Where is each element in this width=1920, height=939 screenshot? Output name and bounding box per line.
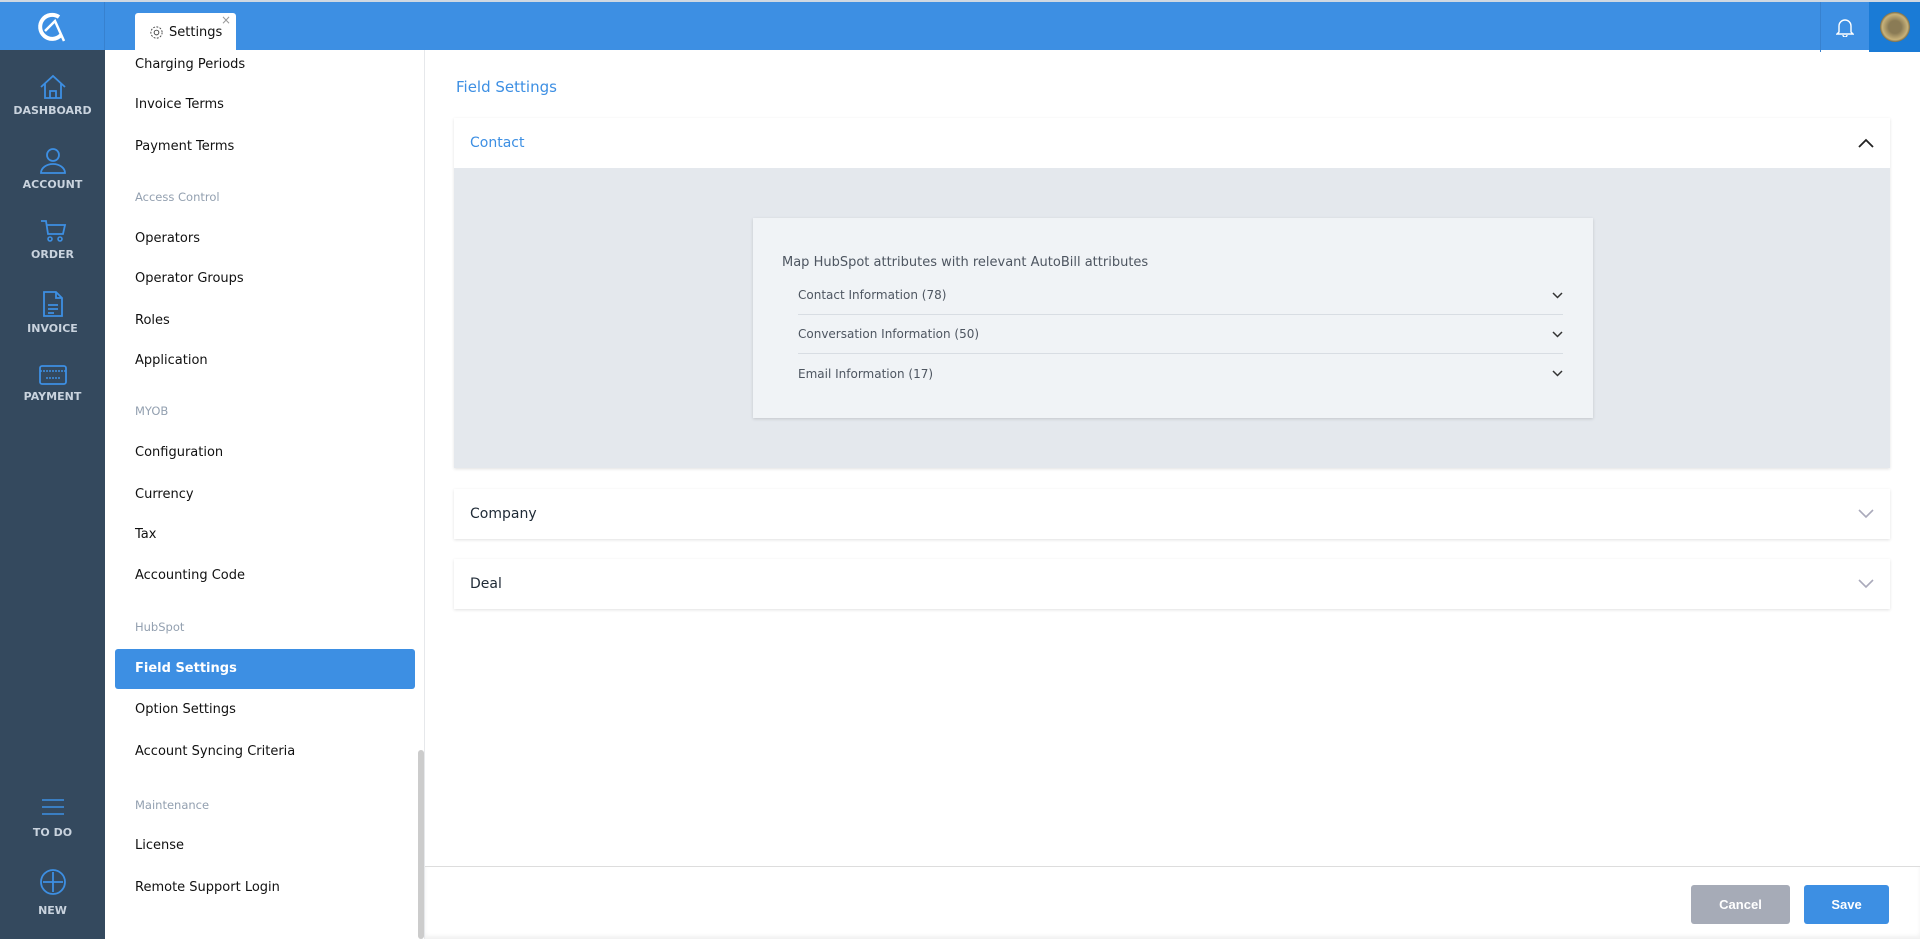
sidebar-scrollbar[interactable] bbox=[418, 750, 424, 939]
sidebar-item-tax[interactable]: Tax bbox=[135, 527, 157, 542]
page-title: Field Settings bbox=[456, 78, 557, 96]
rail-item-account[interactable]: ACCOUNT bbox=[0, 146, 105, 191]
sidebar-item-operators[interactable]: Operators bbox=[135, 231, 200, 246]
rail-label: NEW bbox=[38, 904, 67, 917]
rail-label: DASHBOARD bbox=[13, 104, 92, 117]
rail-label: ORDER bbox=[31, 248, 74, 261]
sidebar-item-configuration[interactable]: Configuration bbox=[135, 445, 224, 460]
settings-sidebar: Charging Periods Invoice Terms Payment T… bbox=[105, 50, 425, 939]
chevron-down-icon bbox=[1552, 370, 1563, 377]
user-menu[interactable] bbox=[1869, 2, 1920, 52]
section-deal[interactable]: Deal bbox=[454, 559, 1890, 609]
group-label: Conversation Information (50) bbox=[798, 327, 980, 341]
attribute-group-row[interactable]: Contact Information (78) bbox=[798, 276, 1563, 315]
group-label: Email Information (17) bbox=[798, 366, 934, 381]
main-content: Field Settings Contact Map HubSpot attri… bbox=[425, 50, 1920, 939]
section-contact: Contact Map HubSpot attributes with rele… bbox=[454, 118, 1890, 468]
sidebar-group-access-control: Access Control bbox=[135, 190, 220, 204]
sidebar-item-payment-terms[interactable]: Payment Terms bbox=[135, 139, 235, 154]
rail-label: PAYMENT bbox=[23, 390, 82, 403]
group-label: Contact Information (78) bbox=[798, 288, 947, 302]
sidebar-group-maintenance: Maintenance bbox=[135, 798, 210, 812]
rail-item-dashboard[interactable]: DASHBOARD bbox=[0, 74, 105, 117]
chevron-down-icon bbox=[1552, 291, 1563, 299]
document-icon bbox=[42, 291, 63, 317]
rail-label: ACCOUNT bbox=[22, 178, 83, 191]
menu-icon bbox=[41, 799, 64, 815]
section-company[interactable]: Company bbox=[454, 489, 1890, 539]
credit-card-icon bbox=[38, 365, 67, 385]
rail-label: TO DO bbox=[32, 826, 73, 839]
rail-item-new[interactable]: NEW bbox=[0, 868, 105, 917]
cart-icon bbox=[40, 220, 66, 242]
sidebar-item-account-syncing-criteria[interactable]: Account Syncing Criteria bbox=[135, 744, 296, 759]
rail-item-todo[interactable]: TO DO bbox=[0, 798, 105, 839]
tab-label: Settings bbox=[169, 25, 223, 40]
user-icon bbox=[39, 148, 66, 174]
chevron-down-icon[interactable] bbox=[1858, 579, 1874, 589]
sidebar-item-remote-support-login[interactable]: Remote Support Login bbox=[135, 880, 280, 895]
sidebar-item-field-settings[interactable]: Field Settings bbox=[115, 649, 415, 689]
icon-rail: DASHBOARD ACCOUNT ORDER INVOICE PAYMENT … bbox=[0, 50, 105, 939]
rail-label: INVOICE bbox=[27, 322, 78, 335]
sidebar-item-application[interactable]: Application bbox=[135, 353, 208, 368]
bell-icon bbox=[1836, 19, 1854, 37]
notifications-button[interactable] bbox=[1820, 2, 1869, 52]
chevron-up-icon[interactable] bbox=[1858, 138, 1874, 148]
section-title: Deal bbox=[470, 576, 502, 592]
sidebar-item-option-settings[interactable]: Option Settings bbox=[135, 702, 236, 717]
sidebar-group-hubspot: HubSpot bbox=[135, 620, 185, 634]
attribute-group-row[interactable]: Email Information (17) bbox=[798, 354, 1563, 393]
sidebar-item-charging-periods[interactable]: Charging Periods bbox=[135, 57, 246, 72]
attribute-group-row[interactable]: Conversation Information (50) bbox=[798, 315, 1563, 354]
chevron-down-icon[interactable] bbox=[1858, 509, 1874, 519]
rail-item-invoice[interactable]: INVOICE bbox=[0, 290, 105, 335]
app-logo[interactable] bbox=[0, 2, 105, 52]
cancel-button[interactable]: Cancel bbox=[1691, 885, 1790, 924]
sidebar-item-roles[interactable]: Roles bbox=[135, 313, 170, 328]
mapping-heading: Map HubSpot attributes with relevant Aut… bbox=[782, 255, 1149, 270]
plus-circle-icon bbox=[39, 869, 66, 895]
sidebar-group-myob: MYOB bbox=[135, 404, 169, 418]
section-contact-body: Map HubSpot attributes with relevant Aut… bbox=[454, 168, 1890, 468]
section-contact-header[interactable]: Contact bbox=[454, 118, 1890, 168]
sidebar-item-license[interactable]: License bbox=[135, 838, 185, 853]
top-bar: Settings × bbox=[0, 0, 1920, 52]
attribute-mapping-panel: Map HubSpot attributes with relevant Aut… bbox=[753, 218, 1593, 418]
form-footer: Cancel Save bbox=[425, 866, 1920, 939]
section-title: Contact bbox=[470, 135, 525, 151]
sidebar-item-invoice-terms[interactable]: Invoice Terms bbox=[135, 97, 224, 112]
sidebar-item-operator-groups[interactable]: Operator Groups bbox=[135, 271, 244, 286]
section-title: Company bbox=[470, 506, 537, 522]
avatar[interactable] bbox=[1879, 12, 1910, 42]
rail-item-payment[interactable]: PAYMENT bbox=[0, 364, 105, 403]
home-icon bbox=[39, 74, 66, 99]
close-tab-icon[interactable]: × bbox=[220, 13, 231, 27]
tab-settings[interactable]: Settings × bbox=[135, 13, 236, 52]
rail-item-order[interactable]: ORDER bbox=[0, 218, 105, 261]
sidebar-item-currency[interactable]: Currency bbox=[135, 487, 194, 502]
chevron-down-icon bbox=[1552, 330, 1563, 338]
sidebar-item-accounting-code[interactable]: Accounting Code bbox=[135, 568, 246, 583]
save-button[interactable]: Save bbox=[1804, 885, 1889, 924]
gear-icon bbox=[150, 26, 163, 39]
